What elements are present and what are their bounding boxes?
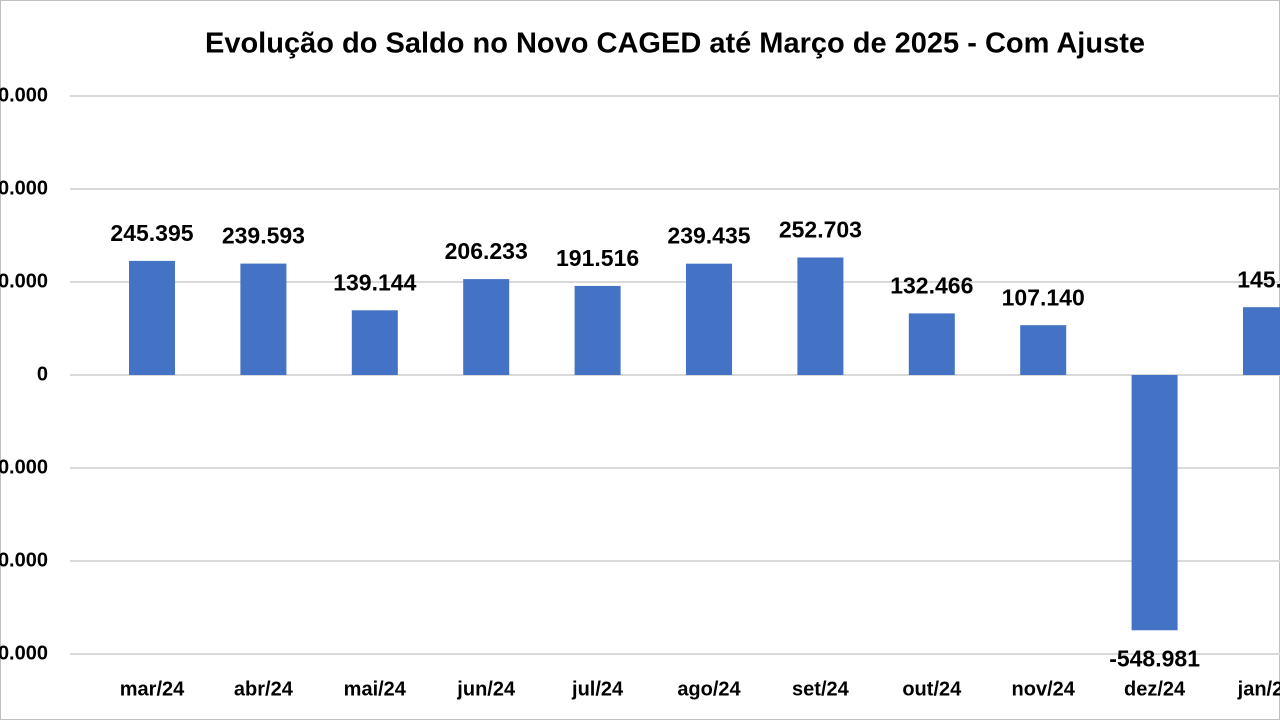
data-label: 245.395 <box>110 220 193 246</box>
x-tick-label: out/24 <box>902 678 962 700</box>
x-tick-label: jun/24 <box>456 678 516 700</box>
bar <box>351 310 398 375</box>
bar <box>1131 375 1178 631</box>
y-tick-label: 0 <box>37 363 48 385</box>
y-tick-label: 200.000 <box>0 270 48 292</box>
data-label: 145.8 <box>1237 266 1280 292</box>
y-tick-label: 400.000 <box>0 177 48 199</box>
bar <box>686 263 732 375</box>
x-tick-label: nov/24 <box>1012 678 1076 700</box>
y-tick-label: 600.000 <box>0 84 48 106</box>
y-tick-label: -600.000 <box>0 642 48 664</box>
data-label: -548.981 <box>1109 645 1200 671</box>
y-tick-label: -400.000 <box>0 549 48 571</box>
bar <box>1020 325 1067 375</box>
bar <box>129 260 175 375</box>
data-label: 191.516 <box>556 245 639 271</box>
bar <box>908 313 955 375</box>
bar <box>1243 307 1280 375</box>
x-tick-label: mar/24 <box>120 678 185 700</box>
data-label: 239.435 <box>667 223 750 249</box>
x-tick-label: set/24 <box>792 678 850 700</box>
data-label: 132.466 <box>890 272 973 298</box>
x-tick-label: mai/24 <box>344 678 407 700</box>
x-tick-label: ago/24 <box>677 678 741 700</box>
x-tick-label: abr/24 <box>234 678 294 700</box>
chart-title: Evolução do Saldo no Novo CAGED até Març… <box>205 28 1145 60</box>
bar <box>240 263 287 375</box>
data-label: 139.144 <box>333 269 416 295</box>
bar <box>463 279 510 375</box>
x-tick-label: jul/24 <box>571 678 624 700</box>
data-label: 252.703 <box>779 217 862 243</box>
data-label: 206.233 <box>445 238 528 264</box>
data-label: 239.593 <box>222 223 305 249</box>
x-tick-label: dez/24 <box>1124 678 1186 700</box>
y-tick-label: -200.000 <box>0 456 48 478</box>
bar <box>574 285 621 375</box>
bar <box>797 257 844 375</box>
data-label: 107.140 <box>1002 284 1085 310</box>
x-tick-label: jan/25 <box>1237 678 1280 700</box>
